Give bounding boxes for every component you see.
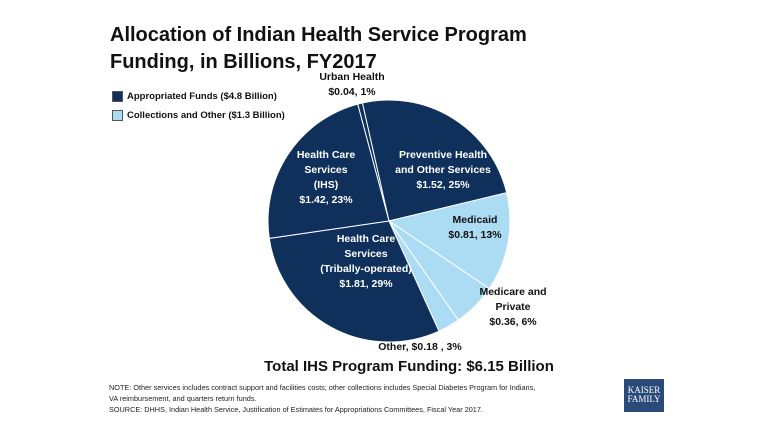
slice-label-line: $0.04, 1%	[328, 86, 376, 98]
pie-slice	[361, 99, 508, 222]
chart-title: Allocation of Indian Health Service Prog…	[110, 24, 527, 73]
slice-label: Medicaid $0.81, 13%	[448, 213, 501, 243]
slice-label: Health Care Services (IHS) $1.42, 23%	[297, 148, 355, 208]
legend-label: Appropriated Funds ($4.8 Billion)	[127, 91, 277, 102]
slice-label-line: Other, $0.18 , 3%	[378, 341, 462, 353]
slice-label-line: Urban Health	[319, 71, 385, 83]
note-line: NOTE: Other services includes contract s…	[109, 383, 536, 392]
slice-label: Preventive Health and Other Services $1.52…	[395, 148, 491, 193]
note-line: VA reimbursement, and quarters return fu…	[109, 394, 257, 403]
slice-label-line: Medicaid	[452, 214, 498, 226]
source-line: SOURCE: DHHS, Indian Health Service, Jus…	[109, 405, 483, 414]
slice-label-line: Services	[304, 164, 348, 176]
total-funding: Total IHS Program Funding: $6.15 Billion	[264, 358, 554, 375]
slice-label: Medicare and Private $0.36, 6%	[479, 285, 546, 330]
slice-label-line: $0.81, 13%	[448, 229, 502, 241]
slice-label: Other, $0.18 , 3%	[378, 340, 461, 355]
slice-label-line: Services	[344, 248, 388, 260]
legend-item-collections: Collections and Other ($1.3 Billion)	[112, 110, 285, 121]
legend-item-appropriated: Appropriated Funds ($4.8 Billion)	[112, 91, 277, 102]
slice-label-line: $1.52, 25%	[416, 179, 470, 191]
legend-label: Collections and Other ($1.3 Billion)	[127, 110, 285, 121]
pie-slice	[387, 192, 511, 290]
legend-swatch	[112, 91, 123, 102]
slice-label-line: Health Care	[336, 233, 396, 245]
slice-label-line: Medicare and	[479, 286, 547, 298]
slice-label-line: $1.81, 29%	[339, 278, 393, 290]
slice-label-line: Private	[495, 301, 531, 313]
slice-label-line: $0.36, 6%	[489, 316, 537, 328]
pie-slice	[268, 220, 440, 343]
slice-label-line: and Other Services	[395, 164, 491, 176]
pie-slice	[267, 103, 390, 239]
slice-label-line: $1.42, 23%	[299, 194, 353, 206]
legend-swatch	[112, 110, 123, 121]
slice-label-line: (IHS)	[313, 179, 339, 191]
slice-label-line: Preventive Health	[398, 149, 488, 161]
notes: NOTE: Other services includes contract s…	[109, 382, 629, 415]
slice-label: Health Care Services (Tribally-operated) $1…	[320, 232, 412, 292]
slice-label: Urban Health $0.04, 1%	[319, 70, 384, 100]
slice-label-line: Health Care	[296, 149, 356, 161]
slice-label-line: (Tribally-operated)	[320, 263, 412, 275]
